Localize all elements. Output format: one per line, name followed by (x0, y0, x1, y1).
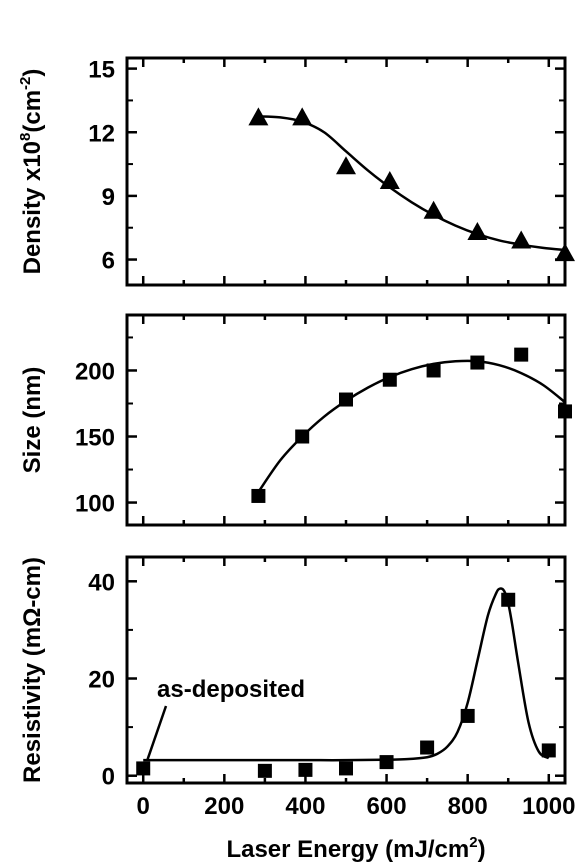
y-axis-label: Density x108(cm-2) (17, 69, 46, 275)
y-tick-label: 20 (88, 667, 115, 694)
y-tick-label: 12 (88, 120, 115, 147)
data-point-square (295, 429, 310, 444)
y-tick-label: 6 (102, 248, 115, 275)
data-point-square (136, 761, 151, 776)
data-point-square (514, 347, 529, 362)
y-tick-label: 40 (88, 569, 115, 596)
resistivity-panel: 0 20 40 Resistivity (mΩ-cm) 0 200 400 600 800 100… (19, 555, 575, 863)
data-point-square (251, 488, 266, 503)
y-tick-label: 0 (102, 764, 115, 791)
data-point-triangle (467, 221, 488, 240)
data-point-square (339, 761, 353, 776)
y-tick-label: 100 (75, 491, 115, 518)
y-axis-label: Size (nm) (19, 367, 46, 474)
data-point-triangle (511, 230, 532, 249)
data-point-triangle (336, 156, 356, 175)
data-point-square (382, 372, 397, 387)
data-point-triangle (423, 200, 444, 219)
data-point-square (339, 392, 353, 407)
data-point-square (426, 363, 441, 378)
data-point-triangle (379, 171, 400, 190)
fit-curve (258, 115, 566, 252)
y-tick-label: 200 (75, 358, 115, 385)
y-tick-label: 150 (75, 425, 115, 452)
data-point-square (420, 740, 435, 755)
annotation-as-deposited: as-deposited (157, 676, 305, 703)
data-point-square (501, 592, 516, 607)
data-point-triangle (248, 107, 269, 126)
x-tick-label: 800 (448, 793, 488, 820)
y-tick-label: 15 (88, 57, 115, 84)
annotation-pointer (146, 705, 168, 761)
x-tick-label: 1000 (522, 793, 575, 820)
x-tick-label: 400 (285, 793, 325, 820)
data-point-triangle (555, 243, 575, 262)
x-tick-label: 600 (367, 793, 407, 820)
x-tick-label: 0 (137, 793, 150, 820)
data-point-square (460, 708, 475, 723)
data-point-triangle (292, 107, 313, 126)
density-panel: 6 9 12 15 Density x108(cm-2) (17, 56, 575, 287)
data-point-square (298, 762, 313, 777)
data-point-square (541, 743, 556, 758)
data-point-square (558, 404, 572, 419)
data-point-square (379, 755, 394, 770)
y-tick-label: 9 (102, 184, 115, 211)
plot-frame (125, 555, 567, 785)
fit-curve (257, 359, 566, 493)
size-panel: 100 150 200 Size (nm) (19, 313, 572, 527)
plot-frame (125, 313, 567, 527)
x-tick-label: 200 (204, 793, 244, 820)
data-point-square (257, 763, 272, 778)
data-point-square (470, 355, 485, 370)
y-axis-label: Resistivity (mΩ-cm) (19, 557, 46, 783)
fit-curve (143, 587, 550, 762)
x-axis-label: Laser Energy (mJ/cm2) (226, 834, 485, 863)
